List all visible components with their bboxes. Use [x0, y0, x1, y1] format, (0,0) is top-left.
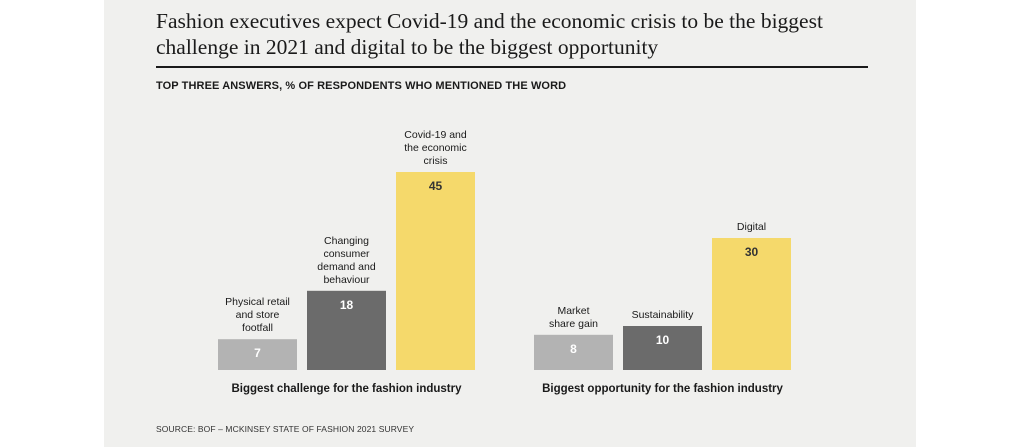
category-label: demand and [317, 261, 376, 273]
category-label: Digital [737, 221, 766, 233]
data-label: 10 [656, 333, 670, 347]
category-label: consumer [323, 248, 370, 260]
bar [712, 238, 791, 370]
data-label: 8 [570, 342, 577, 356]
data-label: 7 [254, 346, 261, 360]
group-title: Biggest challenge for the fashion indust… [231, 383, 462, 395]
category-label: crisis [424, 155, 448, 167]
bar [396, 172, 475, 370]
category-label: Changing [324, 235, 369, 247]
category-label: Physical retail [225, 296, 290, 308]
category-label: the economic [404, 142, 466, 154]
category-label: and store [236, 309, 280, 321]
category-label: behaviour [323, 274, 370, 286]
chart-title: Fashion executives expect Covid-19 and t… [156, 9, 823, 59]
bar [218, 339, 297, 370]
group-title: Biggest opportunity for the fashion indu… [542, 383, 783, 395]
category-label: Market [557, 305, 589, 317]
data-label: 45 [429, 179, 443, 193]
chart-subtitle: TOP THREE ANSWERS, % OF RESPONDENTS WHO … [156, 80, 567, 92]
data-label: 18 [340, 298, 354, 312]
bar [534, 334, 613, 370]
category-label: share gain [549, 318, 598, 330]
bar [307, 290, 386, 370]
chart-card: Fashion executives expect Covid-19 and t… [104, 0, 916, 447]
category-label: Covid-19 and [404, 129, 467, 141]
source-note: SOURCE: BOF – MCKINSEY STATE OF FASHION … [156, 424, 415, 434]
category-label: footfall [242, 322, 273, 334]
title-rule [156, 66, 868, 68]
data-label: 30 [745, 245, 759, 259]
category-label: Sustainability [632, 309, 695, 321]
bar [623, 326, 702, 370]
